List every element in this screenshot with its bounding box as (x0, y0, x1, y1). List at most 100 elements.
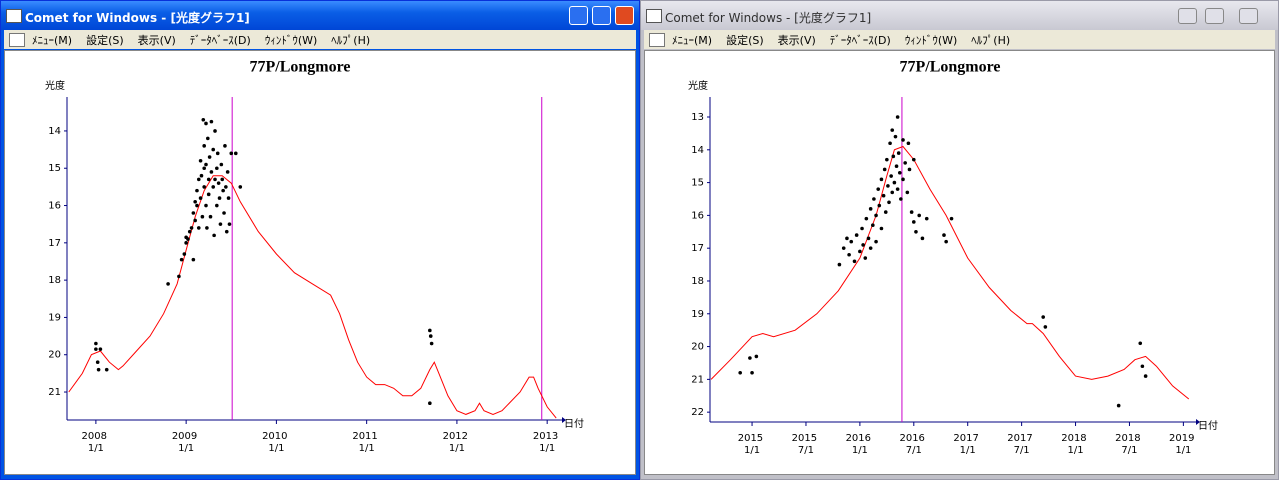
observation (224, 229, 229, 234)
x-tick-label: 2016 1/1 (846, 433, 875, 456)
light-curve (710, 145, 1190, 400)
observation (179, 257, 184, 262)
observation (854, 233, 859, 237)
observation (94, 341, 98, 346)
observation (871, 223, 875, 228)
menu-item[interactable]: ﾍﾙﾌﾟ(H) (971, 33, 1011, 47)
observation (901, 177, 905, 182)
axis-arrow (562, 417, 566, 423)
observation (879, 177, 884, 182)
observation (903, 161, 907, 165)
menu-item[interactable]: 設定(S) (726, 33, 764, 47)
observation (182, 252, 187, 256)
observation (238, 185, 243, 189)
observation (209, 119, 214, 124)
observation (877, 203, 882, 208)
menu-bar: ﾒﾆｭｰ(M) 設定(S) 表示(V) ﾃﾞｰﾀﾍﾞｰｽ(D) ｳｨﾝﾄﾞｳ(W) ﾍﾙﾌ… (644, 30, 1275, 49)
observation (220, 177, 225, 182)
y-tick-label: 13 (691, 112, 704, 123)
y-tick-label: 20 (48, 350, 61, 361)
observation (213, 129, 217, 133)
observation (95, 360, 100, 364)
menu-item[interactable]: ﾍﾙﾌﾟ(H) (331, 33, 371, 47)
observation (206, 177, 211, 182)
observation (944, 239, 948, 244)
observation (206, 136, 210, 141)
close-button[interactable] (615, 6, 634, 25)
doc-icon (9, 33, 25, 47)
x-tick-label: 2015 1/1 (738, 433, 767, 456)
app-icon (6, 9, 22, 23)
maximize-button[interactable] (1205, 8, 1224, 24)
observation (1140, 364, 1145, 369)
x-tick-label: 2009 1/1 (172, 431, 201, 454)
observation (211, 185, 216, 189)
observation (204, 162, 208, 167)
observation (198, 158, 203, 163)
observation (883, 210, 888, 214)
observation (217, 196, 222, 200)
x-tick-label: 2016 7/1 (899, 433, 928, 456)
menu-item[interactable]: ｳｨﾝﾄﾞｳ(W) (264, 33, 318, 47)
observation (886, 184, 890, 188)
observation (184, 241, 188, 245)
title-bar: Comet for Windows - [光度グラフ1] (1, 1, 639, 30)
observation (852, 259, 857, 264)
observation (1043, 325, 1048, 329)
observation (876, 187, 881, 191)
observation (428, 334, 433, 338)
observation (906, 141, 911, 146)
observation (104, 367, 109, 372)
minimize-button[interactable] (569, 6, 588, 25)
observation (199, 173, 204, 178)
observation (949, 216, 954, 221)
observation (191, 211, 196, 215)
observation (890, 128, 895, 132)
observation (196, 226, 201, 230)
observation (222, 211, 226, 215)
x-tick-label: 2018 7/1 (1115, 433, 1144, 456)
x-tick-label: 2015 7/1 (792, 433, 821, 456)
maximize-button[interactable] (592, 6, 611, 25)
minimize-button[interactable] (1178, 8, 1197, 24)
x-tick-label: 2013 1/1 (533, 431, 562, 454)
observation (225, 170, 230, 174)
menu-item[interactable]: 表示(V) (137, 33, 176, 47)
observation (888, 141, 892, 146)
observation (428, 328, 432, 333)
y-tick-label: 17 (48, 238, 61, 249)
observation (861, 243, 865, 247)
observation (917, 213, 921, 218)
close-button[interactable] (1239, 8, 1258, 24)
observation (882, 167, 887, 172)
light-curve (68, 175, 557, 419)
observation (858, 249, 862, 254)
observation (1041, 315, 1045, 319)
x-tick-label: 2010 1/1 (262, 431, 291, 454)
doc-icon (649, 33, 665, 47)
menu-item[interactable]: 表示(V) (777, 33, 816, 47)
observation (208, 214, 213, 219)
menu-item[interactable]: ﾃﾞｰﾀﾍﾞｰｽ(D) (829, 33, 891, 47)
observation (837, 262, 842, 267)
y-tick-label: 14 (691, 145, 704, 156)
observation (885, 157, 889, 162)
observation (881, 193, 886, 198)
observation (207, 155, 212, 159)
menu-item[interactable]: ｳｨﾝﾄﾞｳ(W) (904, 33, 958, 47)
menu-item[interactable]: 設定(S) (86, 33, 124, 47)
observation (872, 197, 876, 201)
observation (429, 341, 434, 346)
observation (189, 226, 194, 230)
observation (96, 367, 101, 372)
observation (215, 203, 219, 208)
chart-title: 77P/Longmore (899, 59, 1000, 76)
menu-item[interactable]: ﾃﾞｰﾀﾍﾞｰｽ(D) (189, 33, 251, 47)
observation (738, 371, 742, 375)
observation (866, 236, 871, 241)
menu-item[interactable]: ﾒﾆｭｰ(M) (672, 33, 713, 47)
menu-item[interactable]: ﾒﾆｭｰ(M) (32, 33, 73, 47)
observation (860, 226, 864, 231)
observation (897, 170, 902, 175)
